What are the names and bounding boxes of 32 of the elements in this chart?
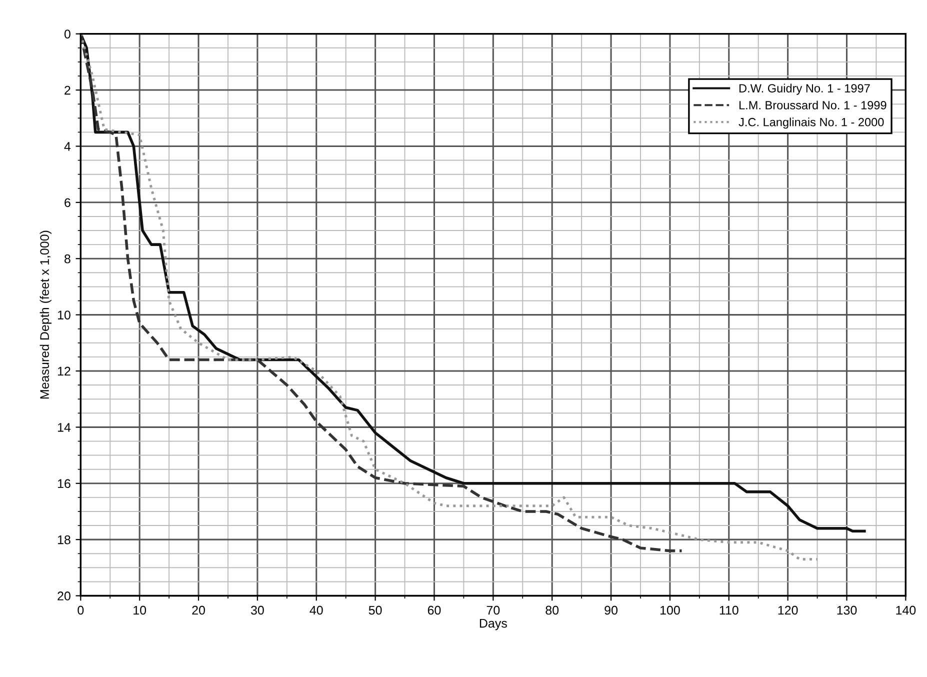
legend-label: D.W. Guidry No. 1 - 1997	[739, 84, 870, 95]
x-tick-label: 120	[778, 606, 798, 615]
y-tick-label: 20	[58, 592, 70, 600]
y-tick-label: 16	[58, 479, 70, 488]
x-tick-label: 0	[78, 606, 84, 615]
x-tick-label: 130	[837, 606, 857, 615]
y-tick-label: 18	[58, 535, 70, 544]
y-tick-label: 2	[64, 86, 70, 95]
line-series	[80, 34, 684, 552]
x-tick-label: 40	[310, 606, 323, 615]
y-tick-label: 6	[64, 198, 70, 208]
y-tick-label: 4	[64, 142, 71, 151]
x-tick-label: 100	[660, 606, 680, 615]
legend-label: L.M. Broussard No. 1 - 1999	[739, 100, 886, 110]
x-axis-title: Days	[480, 618, 507, 630]
y-axis-title: Measured Depth (feet x 1,000)	[40, 230, 52, 399]
x-tick-label: 140	[896, 606, 916, 615]
x-tick-label: 80	[546, 606, 559, 615]
x-tick-label: 30	[250, 606, 264, 615]
y-tick-label: 14	[58, 423, 71, 432]
y-tick-label: 10	[58, 310, 70, 320]
x-tick-label: 50	[368, 606, 382, 615]
x-tick-label: 60	[428, 606, 441, 615]
y-tick-label: 12	[58, 366, 70, 376]
y-tick-label: 8	[64, 254, 70, 264]
legend-label: J.C. Langlinais No. 1 - 2000	[738, 118, 884, 129]
x-tick-label: 10	[134, 606, 146, 615]
x-tick-label: 90	[604, 606, 618, 615]
x-tick-label: 110	[720, 606, 738, 615]
x-tick-label: 20	[192, 606, 205, 615]
y-tick-label: 0	[64, 30, 70, 38]
x-tick-label: 70	[486, 606, 500, 615]
